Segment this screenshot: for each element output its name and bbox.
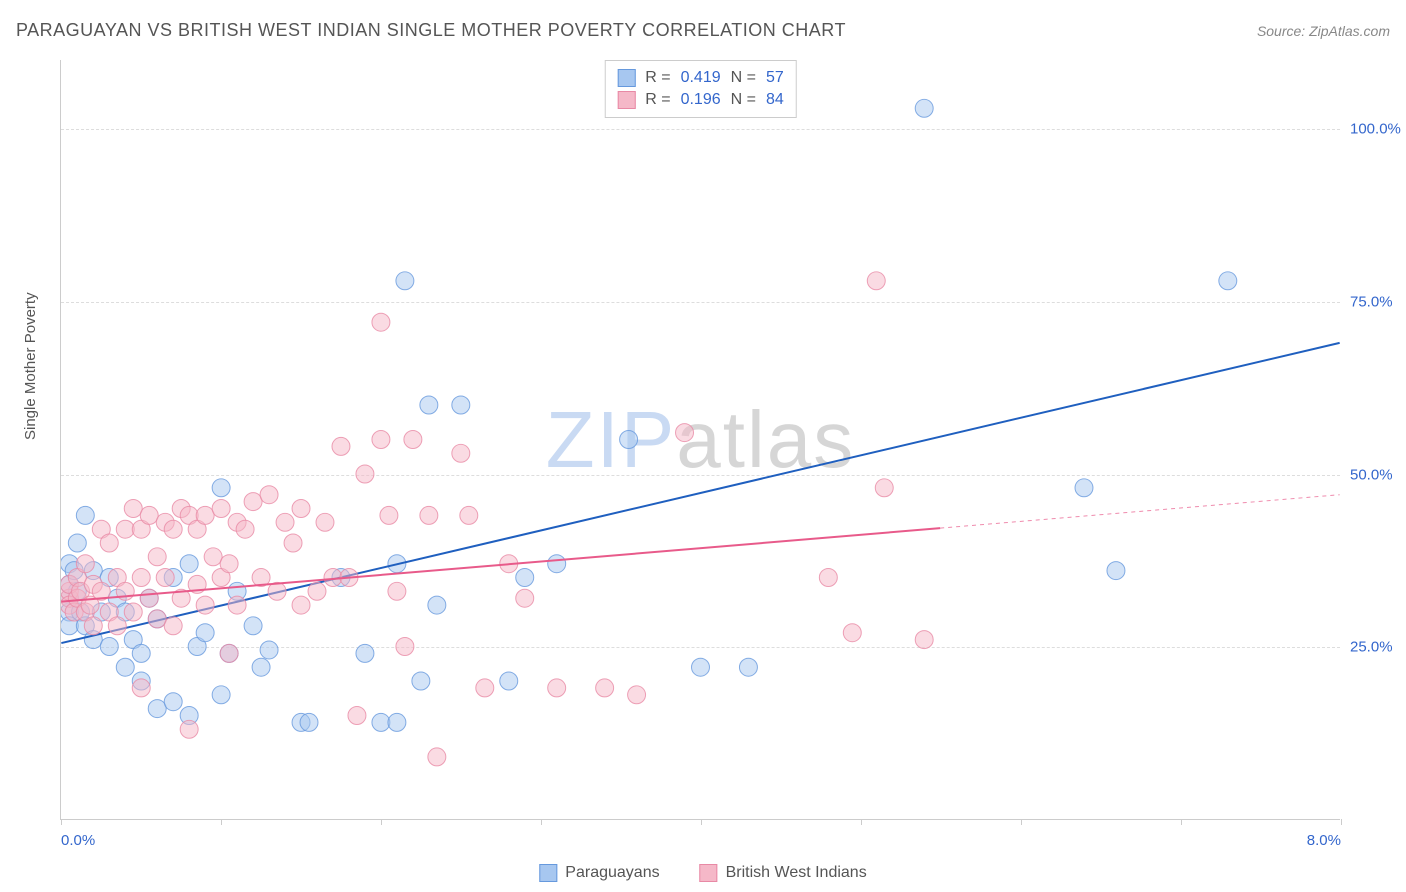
n-value-1: 84 [766,91,784,109]
y-axis-label: Single Mother Poverty [22,292,39,440]
r-value-0: 0.419 [681,69,721,87]
x-tick [61,819,62,825]
x-tick [701,819,702,825]
y-tick-label: 50.0% [1350,466,1406,483]
plot-area: ZIPatlas R = 0.419 N = 57 R = 0.196 N = … [60,60,1340,820]
legend-item-paraguayans: Paraguayans [539,864,659,882]
legend-row-1: R = 0.419 N = 57 [617,67,784,89]
x-tick [861,819,862,825]
y-tick-label: 100.0% [1350,121,1406,138]
source-attribution: Source: ZipAtlas.com [1257,23,1390,39]
x-tick [1341,819,1342,825]
legend-swatch-icon [700,864,718,882]
n-label: N = [731,91,756,109]
r-label: R = [645,91,670,109]
legend-correlation: R = 0.419 N = 57 R = 0.196 N = 84 [604,60,797,118]
x-tick [221,819,222,825]
legend-swatch-paraguayans [617,69,635,87]
legend-swatch-icon [539,864,557,882]
n-value-0: 57 [766,69,784,87]
legend-swatch-bwi [617,91,635,109]
n-label: N = [731,69,756,87]
x-tick [1181,819,1182,825]
x-tick [381,819,382,825]
x-tick-label: 8.0% [1307,832,1341,849]
x-tick-label: 0.0% [61,832,95,849]
legend-label-1: British West Indians [726,864,867,882]
source-label: Source: [1257,23,1309,39]
chart-canvas [61,60,1340,819]
chart-header: PARAGUAYAN VS BRITISH WEST INDIAN SINGLE… [16,20,1390,41]
r-label: R = [645,69,670,87]
legend-row-2: R = 0.196 N = 84 [617,89,784,111]
x-tick [541,819,542,825]
r-value-1: 0.196 [681,91,721,109]
chart-title: PARAGUAYAN VS BRITISH WEST INDIAN SINGLE… [16,20,846,41]
legend-label-0: Paraguayans [565,864,659,882]
y-tick-label: 25.0% [1350,639,1406,656]
legend-item-bwi: British West Indians [700,864,867,882]
x-tick [1021,819,1022,825]
source-name: ZipAtlas.com [1309,23,1390,39]
legend-series: Paraguayans British West Indians [539,864,866,882]
y-tick-label: 75.0% [1350,293,1406,310]
